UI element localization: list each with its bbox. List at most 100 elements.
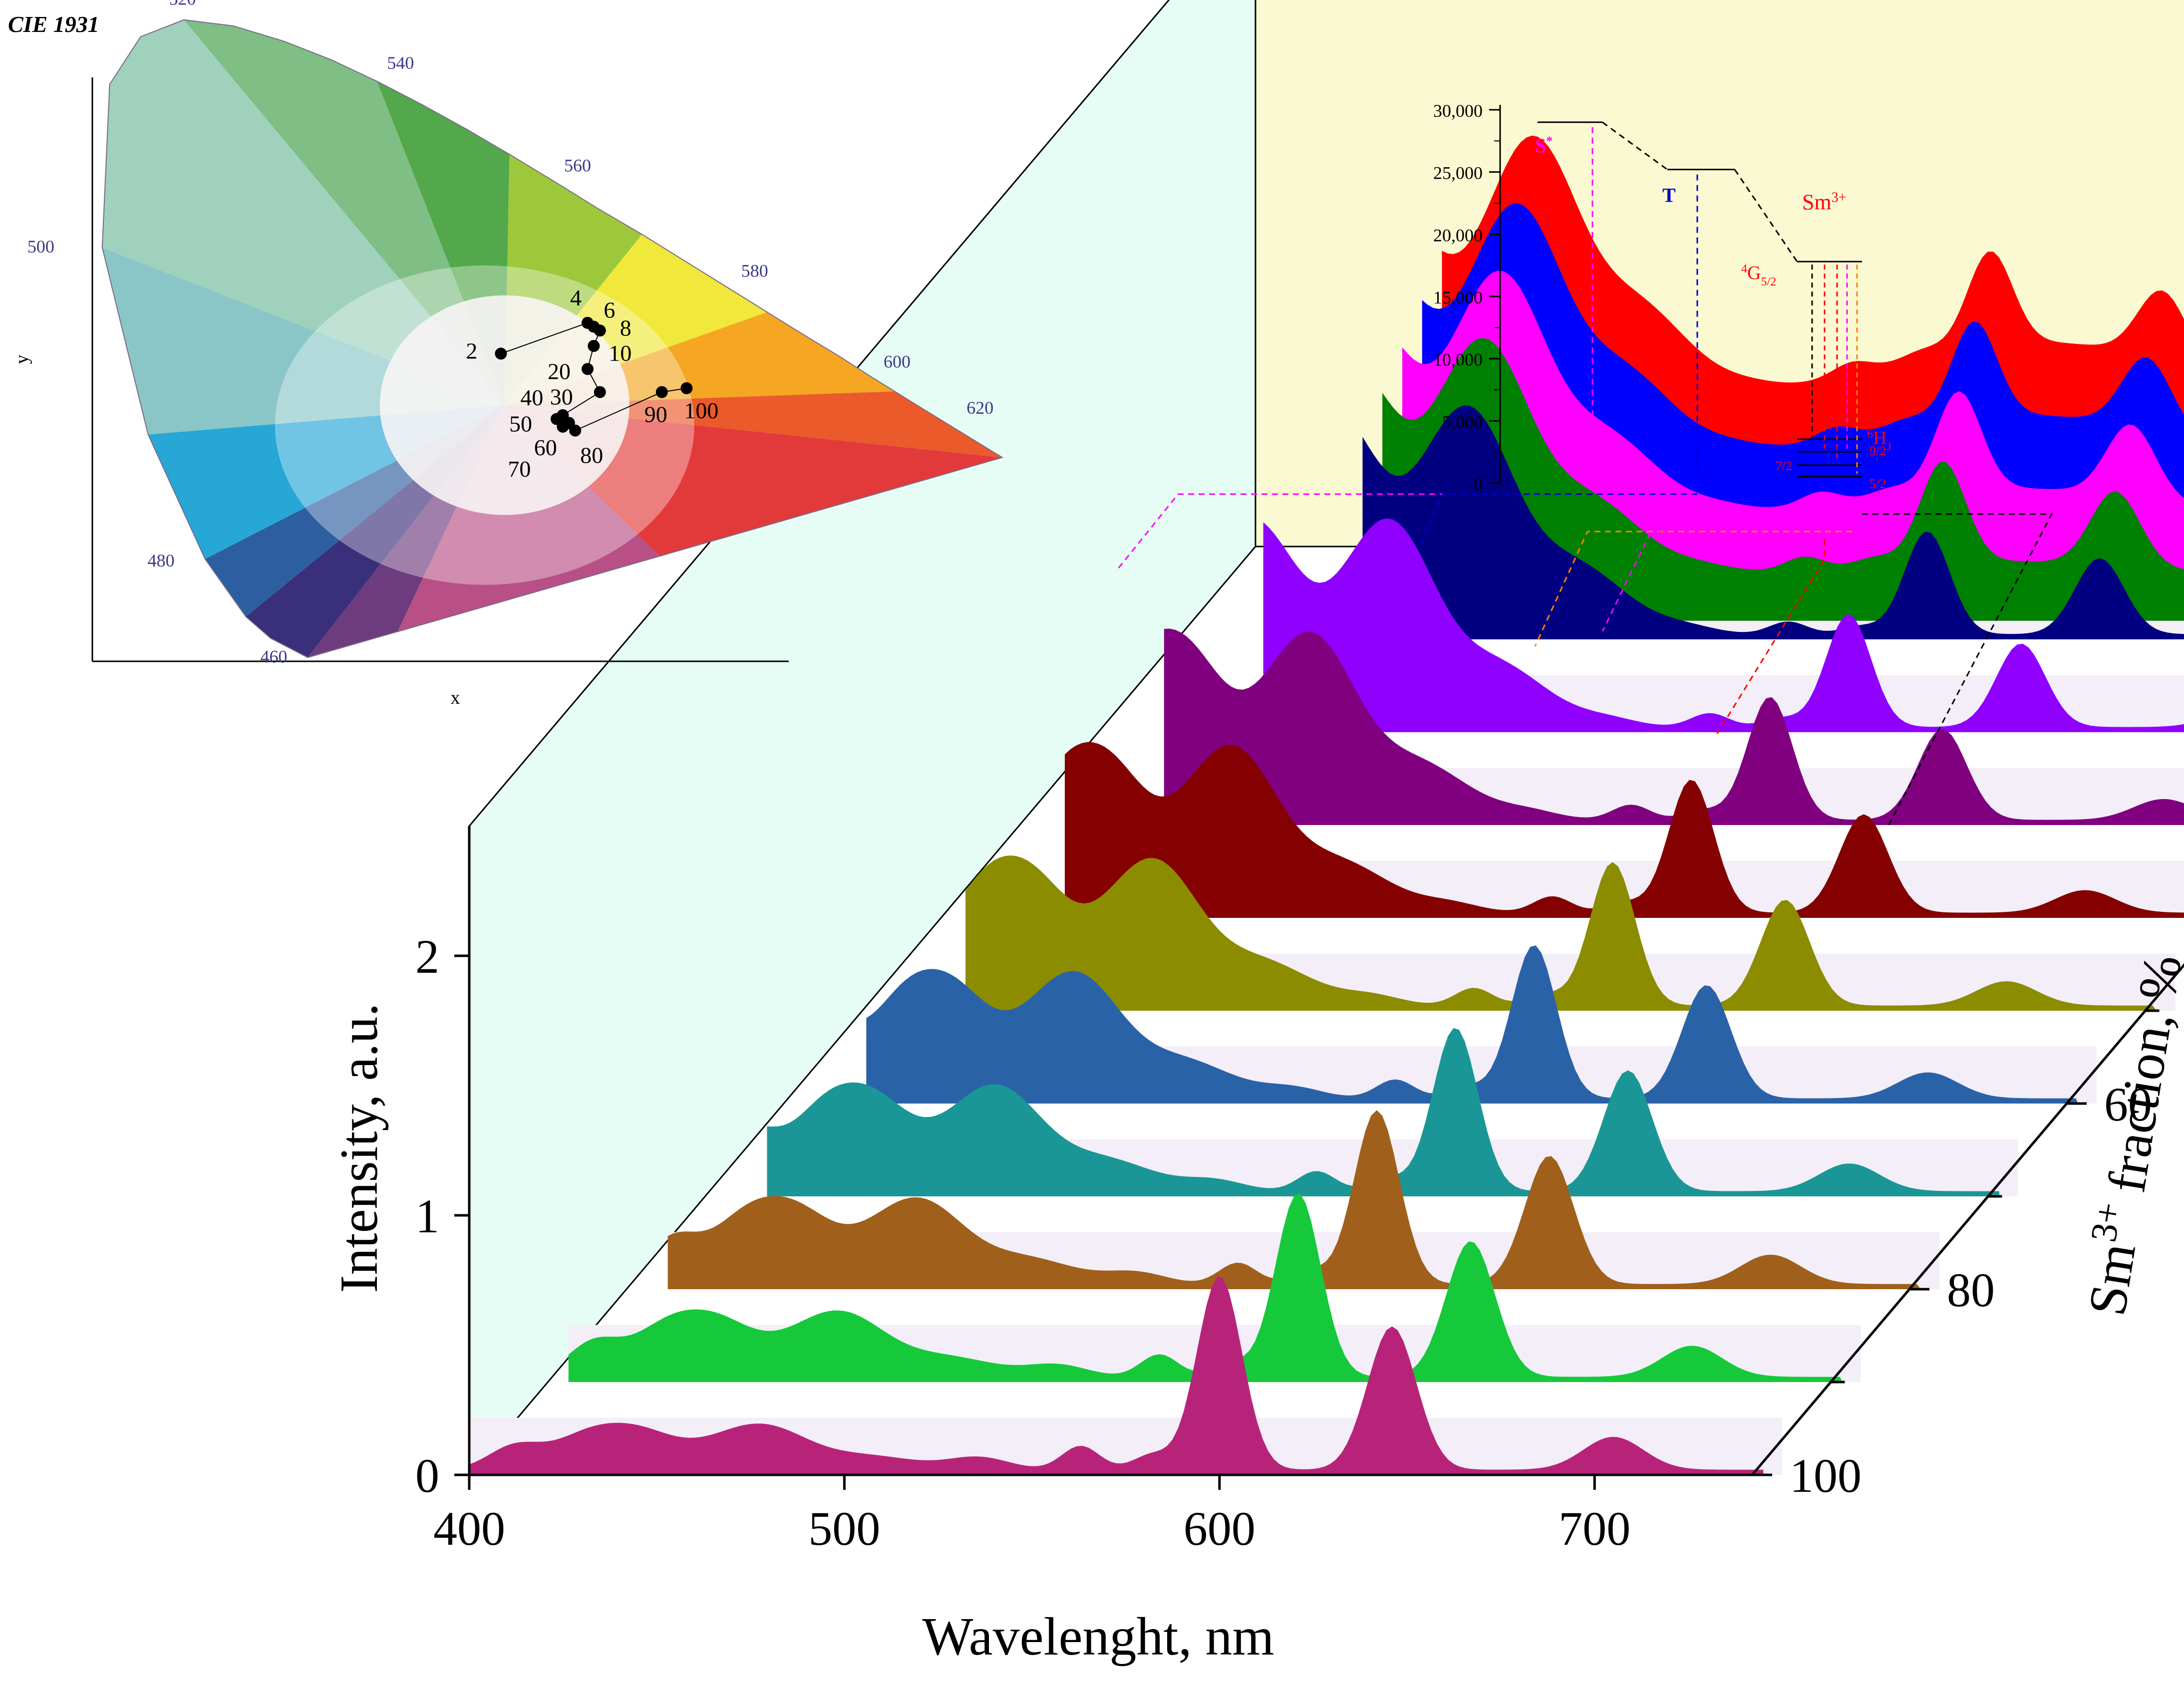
singlet-label-base: S <box>1535 134 1546 157</box>
series-40 <box>1065 742 2184 918</box>
x-tick-label: 400 <box>433 1502 505 1555</box>
cie-point-label: 100 <box>684 398 718 423</box>
waterfall-chart: 400500600700012020406080100 Wavelenght, … <box>329 0 2184 1667</box>
excited-level-label: 4G5/2 <box>1741 263 1776 288</box>
horseshoe-sector <box>504 366 1002 521</box>
horseshoe-glow <box>275 265 694 585</box>
cie-path-segment <box>575 391 662 431</box>
locus-label-500: 500 <box>27 237 54 257</box>
excited-level-pre: 4 <box>1741 263 1747 276</box>
cie-point-20 <box>582 363 594 375</box>
horseshoe-sector <box>102 19 505 405</box>
energy-tick-label: 30,000 <box>1433 101 1483 121</box>
series-30 <box>1164 628 2184 825</box>
cie-point-label: 2 <box>466 338 477 364</box>
ground-level-sub: J <box>1886 441 1891 454</box>
energy-tick-label: 10,000 <box>1433 350 1483 370</box>
z-tick-label: 60 <box>2104 1078 2152 1131</box>
cie-point-label: 8 <box>620 315 631 340</box>
locus-label-580: 580 <box>741 261 768 280</box>
z-axis-label: Sm3+ fraction, % <box>2072 950 2184 1320</box>
cie-point-8 <box>594 324 606 337</box>
z-axis-line <box>1751 963 2184 1476</box>
locus-label-480: 480 <box>148 551 175 570</box>
cie-point-label: 6 <box>604 297 615 323</box>
isc-transfer <box>1602 121 1668 170</box>
cie-title: CIE 1931 <box>8 11 99 37</box>
series-20 <box>1263 518 2184 732</box>
cie-point-label: 90 <box>644 402 667 427</box>
horseshoe-sector <box>102 19 505 405</box>
ion-label-sup: 3+ <box>1832 190 1847 205</box>
horseshoe-sector <box>102 405 505 658</box>
series-10 <box>1362 405 2184 639</box>
cie-y-axis-label: y <box>11 355 32 364</box>
series-80 <box>667 1110 1921 1289</box>
x-tick-label: 700 <box>1559 1502 1630 1555</box>
horseshoe-white-point <box>379 295 629 515</box>
cie-point-30 <box>594 386 606 398</box>
energy-tick-label: 25,000 <box>1433 163 1483 183</box>
cie-point-label: 60 <box>534 435 557 460</box>
cie-axes <box>91 77 789 662</box>
excited-level-base: G <box>1747 263 1761 283</box>
energy-tick-label: 0 <box>1474 474 1483 494</box>
cie-x-axis-label: x <box>451 687 460 708</box>
cie-point-label: 80 <box>580 443 603 468</box>
ion-label: Sm3+ <box>1802 190 1847 215</box>
ground-j-label: 11/2 <box>1770 425 1792 440</box>
locus-label-540: 540 <box>387 53 414 73</box>
series-100 <box>469 1276 1764 1475</box>
connector-line <box>1419 493 1697 547</box>
y-tick-label: 2 <box>415 930 439 983</box>
z-axis-label-sup: 3+ <box>2083 1199 2130 1245</box>
ion-label-base: Sm <box>1802 190 1832 215</box>
x-axis-label: Wavelenght, nm <box>922 1607 1274 1667</box>
locus-label-600: 600 <box>884 352 911 372</box>
energy-transfer <box>1734 169 1798 263</box>
z-tick-label: 80 <box>1947 1263 1995 1317</box>
cie-path-segment <box>562 391 601 416</box>
cie-point-2 <box>495 347 507 360</box>
cie-point-10 <box>588 340 600 352</box>
x-tick-label: 500 <box>808 1502 880 1555</box>
cie-point-label: 50 <box>509 411 532 437</box>
cie-locus-labels: 460480500520540560580600620 <box>27 0 993 666</box>
cie-point-label: 40 <box>520 385 543 410</box>
energy-tick-label: 5,000 <box>1442 412 1483 432</box>
energy-level-inset: 0 5,000 10,000 15,000 20,000 25,000 30,000 S* T S… <box>1433 101 1891 494</box>
z-axis-label-base: Sm <box>2077 1239 2147 1320</box>
connector-lines <box>1115 493 2053 829</box>
cie-path-segment <box>501 322 588 354</box>
ground-level-pre: 6 <box>1867 428 1873 441</box>
y-axis-label: Intensity, a.u. <box>329 1003 389 1293</box>
cie-point-80 <box>569 424 582 437</box>
ground-j-label: 7/2 <box>1776 459 1792 473</box>
cie-point-label: 4 <box>570 285 582 310</box>
horseshoe-sector <box>102 19 526 405</box>
ground-j-label: 5/2 <box>1870 477 1886 491</box>
cie-point-90 <box>655 386 668 398</box>
ground-level-base: H <box>1873 428 1886 449</box>
spectra-series <box>469 135 2184 1475</box>
series-60 <box>866 945 2078 1104</box>
connector-line <box>1862 513 2053 829</box>
cie-point-label: 70 <box>508 456 531 482</box>
horseshoe-sector <box>102 405 505 658</box>
singlet-label: S* <box>1535 133 1553 157</box>
ground-level-label: 6HJ <box>1867 428 1891 454</box>
z-tick-label: 100 <box>1790 1449 1862 1502</box>
excited-level-sub: 5/2 <box>1761 276 1776 288</box>
waterfall-ticks: 400500600700012020406080100 <box>415 930 2160 1555</box>
locus-label-520: 520 <box>169 0 196 9</box>
locus-label-460: 460 <box>261 646 288 666</box>
triplet-label: T <box>1662 184 1676 207</box>
series-70 <box>767 1028 1999 1196</box>
connector-line <box>1534 531 1852 647</box>
connector-line <box>1601 528 1847 632</box>
x-tick-label: 600 <box>1184 1502 1255 1555</box>
locus-label-560: 560 <box>564 155 591 175</box>
cie-point-70 <box>557 420 569 433</box>
